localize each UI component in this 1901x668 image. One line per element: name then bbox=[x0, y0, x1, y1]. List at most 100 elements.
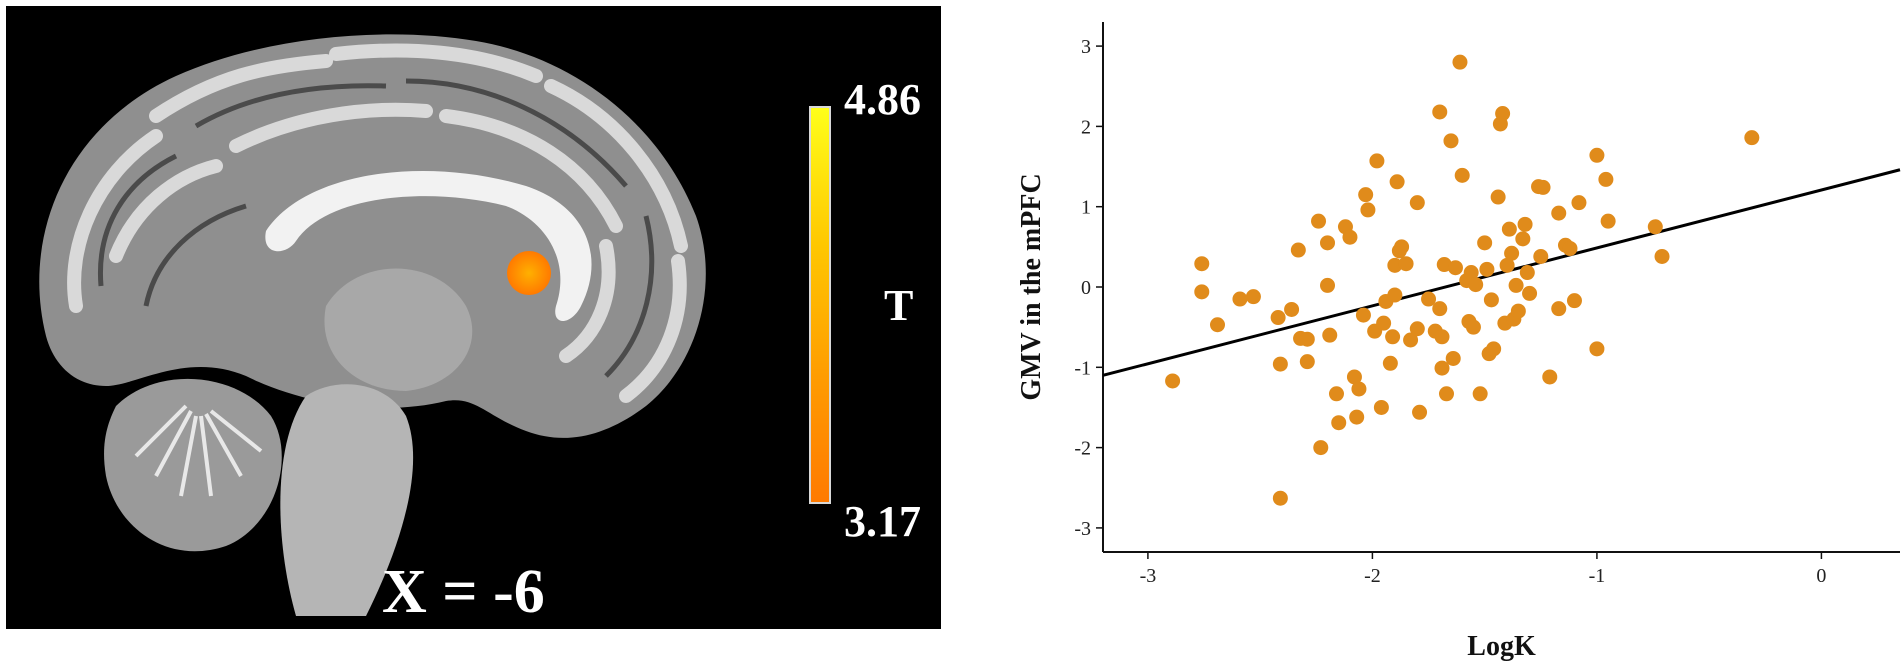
y-axis-title: GMV in the mPFC bbox=[1016, 173, 1047, 400]
data-point bbox=[1483, 292, 1499, 308]
data-point bbox=[1535, 179, 1551, 195]
data-point bbox=[1331, 415, 1347, 431]
x-axis-title: LogK bbox=[1467, 631, 1536, 662]
data-point bbox=[1571, 195, 1587, 211]
y-tick-label: 0 bbox=[1081, 277, 1091, 299]
data-point bbox=[1351, 381, 1367, 397]
data-point bbox=[1313, 440, 1329, 456]
data-point bbox=[1272, 356, 1288, 372]
y-tick-label: -2 bbox=[1074, 438, 1091, 460]
cerebellum bbox=[104, 378, 282, 552]
gyri-texture bbox=[67, 43, 688, 403]
data-point bbox=[1421, 291, 1437, 307]
thalamus bbox=[324, 268, 473, 391]
data-point bbox=[1463, 265, 1479, 281]
data-point bbox=[1403, 332, 1419, 348]
data-point bbox=[1389, 174, 1405, 190]
data-point bbox=[1562, 240, 1578, 256]
data-point bbox=[1299, 331, 1315, 347]
chart-ticks: -3 -2 -1 0 3 2 1 0 -1 -2 -3 bbox=[1074, 36, 1826, 587]
data-point bbox=[1320, 277, 1336, 293]
data-point bbox=[1209, 317, 1225, 333]
data-point bbox=[1358, 187, 1374, 203]
data-point bbox=[1328, 386, 1344, 402]
data-point bbox=[1477, 235, 1493, 251]
brain-slice-panel: 4.86 3.17 T X = -6 bbox=[6, 6, 941, 629]
data-point bbox=[1387, 257, 1403, 273]
data-point bbox=[1465, 319, 1481, 335]
data-point bbox=[1369, 153, 1385, 169]
data-point bbox=[1499, 257, 1515, 273]
data-point bbox=[1551, 205, 1567, 221]
data-point bbox=[1290, 242, 1306, 258]
data-point bbox=[1522, 285, 1538, 301]
data-point bbox=[1360, 202, 1376, 218]
data-point bbox=[1385, 329, 1401, 345]
data-point bbox=[1517, 216, 1533, 232]
data-point bbox=[1394, 239, 1410, 255]
colorbar-max-label: 4.86 bbox=[844, 75, 921, 124]
data-point bbox=[1376, 315, 1392, 331]
data-point bbox=[1533, 248, 1549, 264]
data-point bbox=[1382, 355, 1398, 371]
data-point bbox=[1744, 130, 1760, 146]
y-tick-label: -3 bbox=[1074, 518, 1091, 540]
colorbar-title: T bbox=[884, 281, 914, 330]
data-point bbox=[1508, 277, 1524, 293]
data-point bbox=[1270, 310, 1286, 326]
data-point bbox=[1454, 167, 1470, 183]
data-point bbox=[1589, 341, 1605, 357]
data-point bbox=[1472, 386, 1488, 402]
data-point bbox=[1515, 231, 1531, 247]
sulci-texture bbox=[97, 78, 655, 378]
chart-axes bbox=[1102, 22, 1900, 553]
corpus-callosum bbox=[265, 171, 592, 321]
data-point bbox=[1504, 245, 1520, 261]
data-point bbox=[1519, 265, 1535, 281]
y-tick-label: 3 bbox=[1081, 36, 1091, 58]
x-tick-label: -2 bbox=[1364, 565, 1381, 587]
data-point bbox=[1490, 189, 1506, 205]
data-point bbox=[1346, 369, 1362, 385]
cerebellum-folia bbox=[134, 404, 263, 497]
data-point bbox=[1349, 409, 1365, 425]
data-point bbox=[1232, 291, 1248, 307]
data-point bbox=[1501, 221, 1517, 237]
brainstem bbox=[280, 384, 414, 616]
data-point bbox=[1551, 301, 1567, 317]
data-point bbox=[1194, 284, 1210, 300]
data-point bbox=[1510, 303, 1526, 319]
data-point bbox=[1284, 301, 1300, 317]
data-point bbox=[1434, 329, 1450, 345]
data-point bbox=[1654, 248, 1670, 264]
data-point bbox=[1342, 229, 1358, 245]
data-point bbox=[1299, 354, 1315, 370]
data-point bbox=[1445, 350, 1461, 366]
data-point bbox=[1387, 287, 1403, 303]
data-point bbox=[1468, 277, 1484, 293]
data-point bbox=[1398, 256, 1414, 272]
y-tick-label: -1 bbox=[1074, 357, 1091, 379]
y-tick-label: 2 bbox=[1081, 116, 1091, 138]
x-tick-label: -1 bbox=[1589, 565, 1606, 587]
data-point bbox=[1432, 301, 1448, 317]
data-point bbox=[1272, 490, 1288, 506]
data-point bbox=[1542, 369, 1558, 385]
y-tick-label: 1 bbox=[1081, 197, 1091, 219]
x-tick-label: 0 bbox=[1816, 565, 1826, 587]
data-point bbox=[1566, 293, 1582, 309]
data-point bbox=[1355, 307, 1371, 323]
data-point bbox=[1479, 261, 1495, 277]
data-point bbox=[1165, 373, 1181, 389]
data-point bbox=[1311, 213, 1327, 229]
data-point bbox=[1434, 360, 1450, 376]
data-point bbox=[1322, 327, 1338, 343]
data-point bbox=[1452, 54, 1468, 70]
colorbar bbox=[809, 106, 831, 504]
data-point bbox=[1443, 133, 1459, 149]
brain-sagittal-image bbox=[39, 34, 706, 616]
data-point bbox=[1647, 219, 1663, 235]
cerebrum-shape bbox=[39, 34, 706, 438]
data-point bbox=[1409, 321, 1425, 337]
data-point bbox=[1245, 289, 1261, 305]
